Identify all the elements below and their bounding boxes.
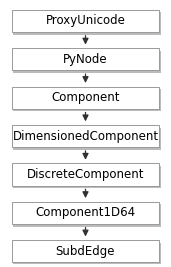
FancyBboxPatch shape xyxy=(14,243,161,265)
FancyBboxPatch shape xyxy=(12,48,159,70)
FancyBboxPatch shape xyxy=(14,166,161,188)
FancyBboxPatch shape xyxy=(12,202,159,224)
Text: SubdEdge: SubdEdge xyxy=(56,245,115,258)
Text: PyNode: PyNode xyxy=(63,53,108,66)
FancyBboxPatch shape xyxy=(14,204,161,227)
Text: DimensionedComponent: DimensionedComponent xyxy=(12,129,159,143)
FancyBboxPatch shape xyxy=(14,13,161,35)
Text: Component: Component xyxy=(51,91,120,104)
FancyBboxPatch shape xyxy=(14,51,161,73)
Text: Component1D64: Component1D64 xyxy=(35,206,136,219)
Text: DiscreteComponent: DiscreteComponent xyxy=(27,168,144,181)
Text: ProxyUnicode: ProxyUnicode xyxy=(45,14,126,28)
FancyBboxPatch shape xyxy=(12,10,159,32)
FancyBboxPatch shape xyxy=(12,125,159,147)
FancyBboxPatch shape xyxy=(14,89,161,112)
FancyBboxPatch shape xyxy=(12,240,159,262)
FancyBboxPatch shape xyxy=(12,163,159,186)
FancyBboxPatch shape xyxy=(12,87,159,109)
FancyBboxPatch shape xyxy=(14,128,161,150)
